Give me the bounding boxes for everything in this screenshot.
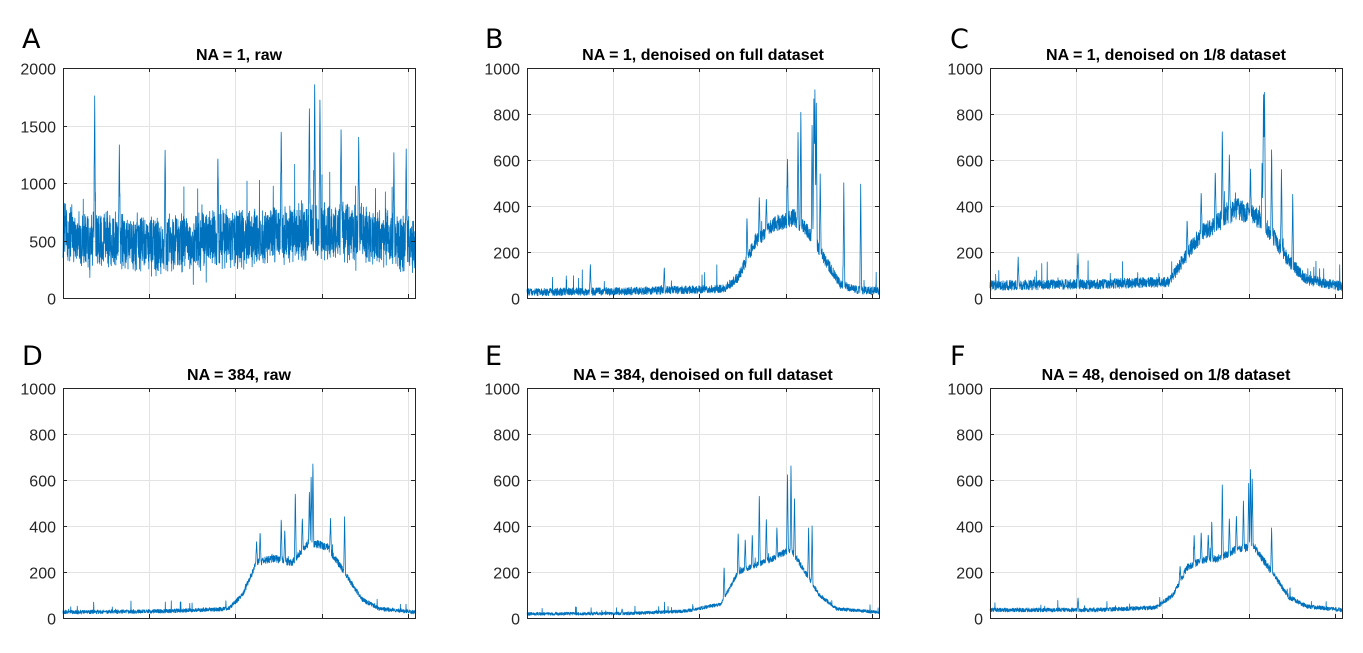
- panel-title: NA = 1, denoised on 1/8 dataset: [1046, 47, 1287, 64]
- panel-b: 0 200 400 600 800 1000 NA = 1, denoised on ful…: [484, 24, 880, 309]
- series-line: [989, 469, 1343, 613]
- panel-a: 0 500 1000 1500 2000 NA = 1, raw A: [20, 24, 416, 309]
- y-tick-label: 800: [956, 428, 983, 445]
- y-tick-label: 800: [493, 108, 520, 125]
- y-tick-label: 400: [29, 520, 56, 537]
- panel-letter: C: [950, 24, 969, 55]
- y-tick-label: 500: [29, 235, 56, 252]
- panel-f: 0 200 400 600 800 1000 NA = 48, denoised on 1/…: [947, 341, 1343, 629]
- y-tick-label: 400: [956, 520, 983, 537]
- y-tick-label: 1000: [484, 382, 520, 399]
- axes-box: [990, 388, 1343, 619]
- plot-area: [63, 388, 415, 618]
- y-tick-label: 200: [493, 566, 520, 583]
- axes-box: [527, 388, 880, 619]
- panel-letter: E: [485, 341, 502, 372]
- y-tick-label: 1000: [20, 177, 56, 194]
- y-tick-label: 800: [956, 108, 983, 125]
- y-tick-label: 400: [493, 520, 520, 537]
- panel-c: 0 200 400 600 800 1000 NA = 1, denoised on 1/8…: [947, 24, 1343, 309]
- axes-box: [63, 388, 416, 619]
- y-tick-label: 1000: [947, 62, 983, 79]
- y-tick-label: 200: [956, 566, 983, 583]
- y-tick-label: 0: [47, 612, 56, 629]
- y-tick-label: 400: [493, 200, 520, 217]
- y-tick-label: 2000: [20, 62, 56, 79]
- y-tick-label: 800: [29, 428, 56, 445]
- y-tick-label: 0: [47, 292, 56, 309]
- y-tick-label: 0: [974, 612, 983, 629]
- y-tick-label: 400: [956, 200, 983, 217]
- series-line: [62, 463, 416, 615]
- y-tick-label: 200: [29, 566, 56, 583]
- panel-title: NA = 48, denoised on 1/8 dataset: [1042, 367, 1291, 384]
- axes-box: [990, 68, 1343, 299]
- axes-box: [527, 68, 880, 299]
- y-tick-label: 600: [493, 154, 520, 171]
- panel-title: NA = 1, denoised on full dataset: [582, 47, 824, 64]
- y-tick-label: 0: [974, 292, 983, 309]
- series-line: [526, 465, 880, 616]
- y-tick-label: 600: [493, 474, 520, 491]
- y-tick-label: 200: [956, 246, 983, 263]
- y-tick-label: 1000: [947, 382, 983, 399]
- panel-d: 0 200 400 600 800 1000 NA = 384, raw D: [20, 341, 416, 629]
- y-tick-label: 800: [493, 428, 520, 445]
- y-tick-label: 600: [956, 474, 983, 491]
- y-tick-label: 600: [956, 154, 983, 171]
- panel-title: NA = 384, denoised on full dataset: [573, 367, 833, 384]
- y-tick-label: 1000: [484, 62, 520, 79]
- grid: [990, 388, 1342, 619]
- plot-area: [990, 68, 1342, 298]
- plot-area: [990, 388, 1342, 618]
- y-tick-label: 0: [511, 292, 520, 309]
- panel-e: 0 200 400 600 800 1000 NA = 384, denoised on f…: [484, 341, 880, 629]
- series-line: [62, 84, 416, 285]
- y-tick-label: 200: [493, 246, 520, 263]
- panel-title: NA = 384, raw: [187, 367, 291, 384]
- panel-title: NA = 1, raw: [196, 47, 283, 64]
- series-line: [526, 89, 880, 297]
- series-line: [989, 91, 1343, 292]
- panel-letter: A: [22, 24, 41, 55]
- plot-area: [527, 388, 879, 618]
- y-tick-label: 600: [29, 474, 56, 491]
- y-tick-label: 1000: [20, 382, 56, 399]
- y-tick-label: 1500: [20, 120, 56, 137]
- y-tick-label: 0: [511, 612, 520, 629]
- panel-letter: D: [22, 341, 43, 372]
- panel-letter: B: [485, 24, 504, 55]
- panel-letter: F: [950, 341, 966, 372]
